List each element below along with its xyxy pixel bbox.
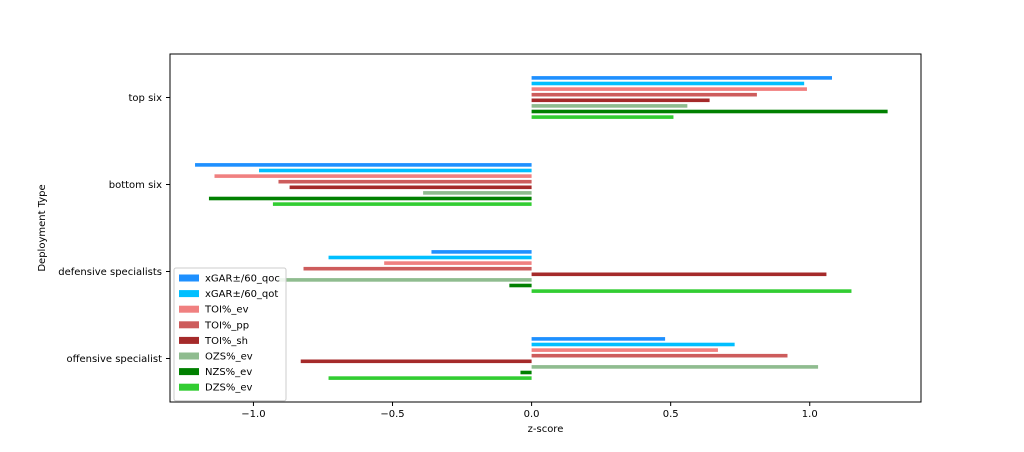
legend-swatch	[179, 352, 199, 360]
bar	[278, 278, 532, 282]
bar	[431, 250, 532, 254]
legend-label: xGAR±/60_qoc	[205, 274, 280, 285]
bar	[195, 163, 532, 167]
legend-swatch	[179, 305, 199, 313]
legend-label: OZS%_ev	[205, 352, 253, 363]
bar	[531, 87, 807, 91]
legend-label: TOI%_ev	[204, 305, 249, 316]
bar	[384, 261, 532, 265]
plot-frame	[169, 53, 922, 403]
bar	[531, 337, 666, 341]
legend-swatch	[179, 336, 199, 344]
legend-label: xGAR±/60_qot	[205, 289, 278, 300]
x-tick-label: −1.0	[241, 409, 265, 420]
bar	[531, 104, 688, 108]
y-tick-label: bottom six	[109, 180, 162, 191]
bar	[531, 342, 735, 347]
legend-swatch	[179, 321, 199, 329]
bar	[328, 255, 532, 260]
bar	[531, 92, 757, 97]
x-axis-label: z-score	[528, 424, 564, 435]
bar	[300, 359, 532, 364]
bar	[531, 365, 819, 369]
bar	[531, 109, 888, 114]
bar	[531, 115, 674, 119]
bar	[259, 168, 532, 173]
legend-label: DZS%_ev	[205, 383, 253, 394]
legend-label: NZS%_ev	[205, 367, 252, 378]
bars-layer	[195, 76, 888, 380]
bar	[214, 174, 532, 178]
legend-swatch	[179, 290, 199, 298]
bar	[289, 185, 532, 190]
bar	[272, 202, 532, 206]
y-tick-label: top six	[129, 93, 163, 104]
bar	[531, 98, 710, 103]
bar	[531, 289, 852, 293]
y-axis-ticks: top six bottom six defensive specialists of…	[58, 93, 170, 365]
bar	[531, 348, 718, 352]
bar	[303, 266, 532, 271]
bar	[531, 353, 788, 358]
legend-swatch	[179, 274, 199, 282]
bar	[208, 196, 532, 201]
legend-label: TOI%_pp	[204, 320, 249, 331]
bar	[509, 283, 532, 288]
bar	[520, 370, 532, 375]
x-axis-ticks: −1.0 −0.5 0.0 0.5 1.0	[241, 402, 818, 420]
legend: xGAR±/60_qoc xGAR±/60_qot TOI%_ev TOI%_pp TO…	[173, 267, 287, 402]
y-tick-label: offensive specialist	[66, 354, 162, 365]
x-tick-label: 0.0	[524, 409, 540, 420]
bar	[278, 179, 532, 184]
x-tick-label: 1.0	[802, 409, 818, 420]
legend-swatch	[179, 383, 199, 391]
y-tick-label: defensive specialists	[58, 267, 162, 278]
y-axis-label: Deployment Type	[37, 184, 48, 271]
bar	[328, 376, 532, 380]
x-tick-label: −0.5	[380, 409, 404, 420]
legend-label: TOI%_sh	[204, 336, 248, 347]
bar	[531, 272, 827, 277]
bar	[531, 76, 832, 80]
legend-box	[173, 267, 287, 402]
bar	[423, 191, 532, 195]
bar	[531, 81, 805, 86]
legend-swatch	[179, 368, 199, 376]
x-tick-label: 0.5	[663, 409, 679, 420]
